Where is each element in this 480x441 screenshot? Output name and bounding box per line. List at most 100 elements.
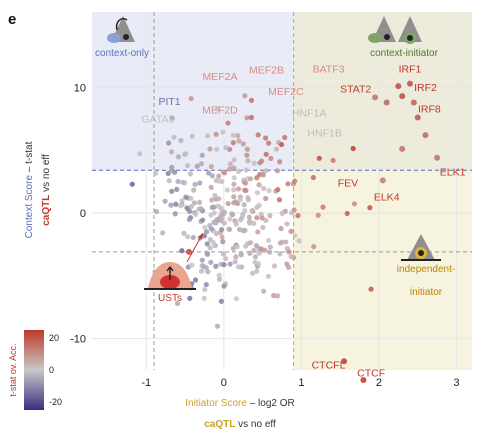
point-label: CTCF [357,367,385,379]
data-point [350,145,356,152]
data-point [235,264,242,270]
data-point [284,245,290,252]
data-point [367,205,373,211]
context-initiator-label: context-initiator [370,48,438,59]
independent-initiator-icon [401,234,441,261]
data-point [330,157,336,164]
data-point [216,276,223,282]
data-point [258,246,264,252]
data-point [219,234,225,240]
data-point [271,263,278,269]
data-point [267,244,273,250]
data-point [162,198,168,204]
data-point [244,146,251,152]
data-point [197,180,203,186]
data-point [208,259,214,265]
highlight-point [422,132,429,139]
data-point [282,134,288,141]
data-point [242,93,248,99]
point-label: IRF8 [418,103,441,115]
highlight-point [372,94,379,101]
data-point [271,292,277,299]
colorbar-tick-label: -20 [49,397,62,407]
data-point [234,244,240,250]
data-point [261,288,267,294]
data-point [310,174,317,181]
svg-text:t-stat ov. Acc.: t-stat ov. Acc. [8,343,18,396]
x-axis-title: Initiator Score – log2 OR [185,398,295,409]
data-point [186,216,192,223]
data-point [179,248,185,254]
point-label: ELK4 [374,191,400,203]
data-point [220,129,226,135]
data-point [230,140,236,146]
data-point [351,201,358,207]
highlight-point [410,99,417,106]
x-tick-labels: -1 0 1 2 3 [141,377,459,389]
data-point [173,201,179,207]
data-point [203,229,210,235]
data-point [227,161,233,167]
x-tick-label: 2 [376,377,382,389]
data-point [235,186,242,192]
data-point [221,209,227,215]
data-point [166,178,172,184]
data-point [236,138,242,144]
usts-arrowhead [198,233,203,239]
x-tick-label: 0 [221,377,227,389]
data-point [223,255,229,262]
point-cloud [129,93,374,329]
data-point [247,176,254,182]
context-initiator-icon [368,16,422,44]
data-point [175,154,182,160]
data-point [248,114,255,121]
y-tick-labels: -10 0 10 [70,82,86,345]
data-point [196,199,203,205]
data-point [227,261,233,267]
point-label: STAT2 [340,83,371,95]
independent-label-2: initiator [410,287,443,298]
data-point [204,241,210,247]
data-point [254,268,260,274]
data-point [232,259,238,265]
data-point [254,215,260,221]
context-only-icon [107,16,135,43]
data-point [265,273,272,279]
point-label: MEF2B [249,65,284,77]
data-point [255,261,262,267]
svg-text:Context Score – t-stat: Context Score – t-stat [24,141,35,238]
data-point [223,145,229,151]
data-point [214,146,220,152]
data-point [207,222,213,229]
threshold-lines [92,12,472,370]
data-point [190,234,196,241]
data-point [221,262,227,268]
data-point [288,253,294,259]
data-point [172,211,178,217]
data-point [153,208,160,215]
data-point [211,204,217,210]
data-point [284,221,290,227]
data-point [263,195,269,202]
data-point [214,323,221,329]
data-point [285,181,291,187]
data-point [178,137,184,144]
data-point [201,295,207,302]
data-point [255,229,261,235]
data-point [215,203,221,209]
data-point [187,295,193,301]
data-point [277,240,283,246]
data-point [247,240,254,246]
data-point [256,182,262,188]
data-point [231,157,237,163]
data-point [231,175,237,181]
data-point [226,226,232,232]
data-point [208,184,214,190]
data-point [185,234,191,240]
data-point [259,158,265,164]
data-point [175,178,181,185]
data-point [213,263,219,269]
data-point [172,169,178,175]
data-point [218,298,225,304]
